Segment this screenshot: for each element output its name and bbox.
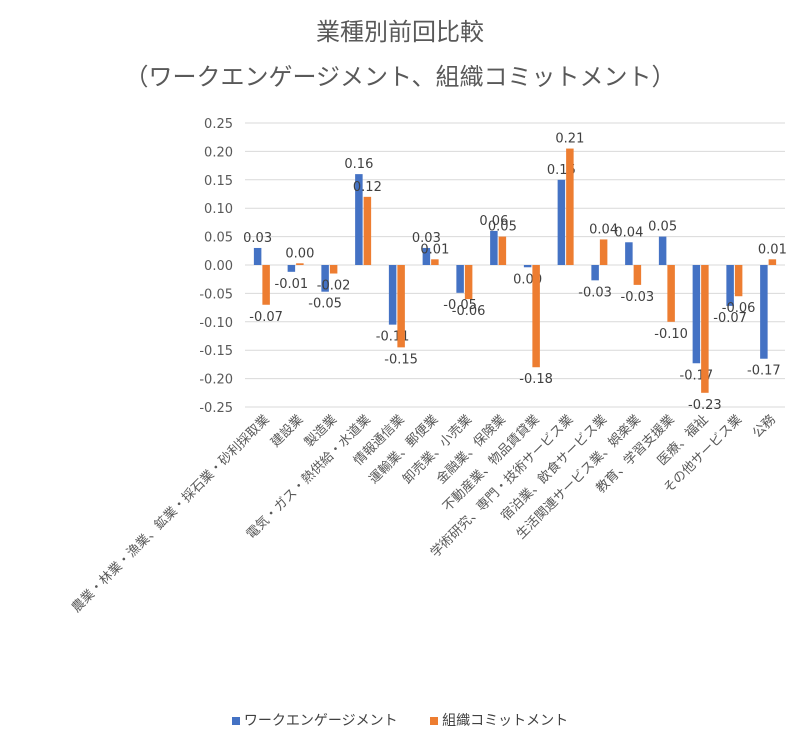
x-category-label: 農業・林業・漁業、鉱業・採石業・砂利採取業	[68, 412, 272, 616]
y-tick-label: 0.05	[204, 231, 233, 246]
org-commitment-data-label: -0.07	[249, 310, 283, 325]
work-engagement-bar	[523, 265, 532, 268]
org-commitment-bar	[532, 265, 540, 368]
org-commitment-data-label: 0.01	[758, 242, 787, 257]
y-tick-label: -0.20	[199, 373, 233, 388]
y-tick-label: -0.05	[199, 287, 233, 302]
work-engagement-bar	[760, 265, 768, 359]
work-engagement-data-label: -0.05	[443, 298, 477, 313]
legend-entry-org-commitment: 組織コミットメント	[430, 710, 568, 730]
chart-title-line1: 業種別前回比較	[316, 18, 484, 46]
y-tick-label: 0.15	[204, 174, 233, 189]
org-commitment-bar	[329, 265, 338, 274]
work-engagement-bar	[355, 174, 363, 265]
org-commitment-data-label: 0.21	[555, 132, 584, 147]
y-tick-label: 0.00	[204, 259, 233, 274]
org-commitment-data-label: -0.23	[688, 398, 722, 413]
x-category-label: 公務	[750, 412, 779, 441]
work-engagement-bar	[557, 179, 566, 265]
work-engagement-bar	[490, 230, 498, 265]
y-tick-label: 0.25	[204, 117, 233, 132]
work-engagement-bar	[422, 247, 431, 265]
work-engagement-bar	[625, 242, 633, 265]
org-commitment-bar	[464, 265, 473, 300]
org-commitment-data-label: 0.05	[488, 220, 517, 235]
work-engagement-bar	[591, 265, 599, 281]
work-engagement-data-label: -0.01	[275, 277, 309, 292]
work-engagement-bar	[692, 265, 701, 364]
work-engagement-data-label: -0.05	[308, 297, 342, 312]
org-commitment-bar	[262, 265, 270, 305]
work-engagement-data-label: 0.03	[243, 231, 272, 246]
work-engagement-bar	[321, 265, 329, 292]
org-commitment-data-label: -0.18	[519, 372, 553, 387]
work-engagement-data-label: 0.06	[479, 214, 508, 229]
y-tick-label: 0.10	[204, 202, 233, 217]
work-engagement-data-label: 0.05	[648, 220, 677, 235]
legend-entry-work-engagement: ワークエンゲージメント	[231, 710, 398, 730]
work-engagement-bar	[658, 236, 667, 265]
work-engagement-data-label: -0.03	[578, 285, 612, 300]
org-commitment-bar	[701, 265, 709, 393]
work-engagement-data-label: 0.16	[344, 157, 373, 172]
work-engagement-data-label: -0.07	[713, 311, 747, 326]
work-engagement-bar	[287, 265, 296, 272]
x-category-label: 建設業	[268, 412, 307, 451]
legend: ワークエンゲージメント 組織コミットメント	[0, 710, 800, 730]
work-engagement-bar	[388, 265, 397, 325]
y-tick-label: -0.15	[199, 344, 233, 359]
legend-swatch-org-commitment	[430, 717, 439, 725]
work-engagement-bar	[456, 265, 464, 293]
org-commitment-data-label: -0.06	[722, 301, 756, 316]
org-commitment-bar	[667, 265, 675, 322]
org-commitment-data-label: 0.04	[589, 222, 618, 237]
legend-label-org-commitment: 組織コミットメント	[442, 713, 569, 729]
work-engagement-bar	[726, 265, 734, 306]
org-commitment-data-label: -0.15	[384, 352, 418, 367]
org-commitment-bar	[734, 265, 743, 297]
org-commitment-data-label: -0.06	[452, 304, 486, 319]
org-commitment-bar	[498, 236, 507, 265]
legend-swatch-work-engagement	[231, 717, 240, 725]
org-commitment-data-label: -0.03	[621, 290, 655, 305]
org-commitment-data-label: -0.02	[317, 279, 351, 294]
work-engagement-bar	[253, 247, 262, 265]
work-engagement-data-label: 0.03	[412, 231, 441, 246]
legend-label-work-engagement: ワークエンゲージメント	[243, 713, 398, 729]
org-commitment-bar	[768, 259, 777, 265]
y-tick-label: -0.10	[199, 316, 233, 331]
chart-title: 業種別前回比較 （ワークエンゲージメント、組織コミットメント）	[0, 10, 800, 100]
y-tick-label: -0.25	[199, 401, 233, 416]
y-tick-label: 0.20	[204, 145, 233, 160]
org-commitment-bar	[633, 265, 642, 285]
org-commitment-data-label: 0.00	[285, 246, 314, 261]
org-commitment-bar	[431, 259, 439, 265]
org-commitment-data-label: -0.10	[654, 327, 688, 342]
org-commitment-bar	[599, 239, 608, 265]
org-commitment-bar	[363, 196, 372, 265]
chart-title-line2: （ワークエンゲージメント、組織コミットメント）	[124, 63, 676, 91]
org-commitment-bar	[296, 263, 304, 265]
org-commitment-data-label: 0.12	[353, 180, 382, 195]
work-engagement-data-label: 0.04	[614, 225, 643, 240]
org-commitment-data-label: 0.01	[420, 242, 449, 257]
org-commitment-bar	[397, 265, 405, 348]
work-engagement-data-label: -0.17	[747, 364, 781, 379]
org-commitment-bar	[566, 148, 574, 265]
